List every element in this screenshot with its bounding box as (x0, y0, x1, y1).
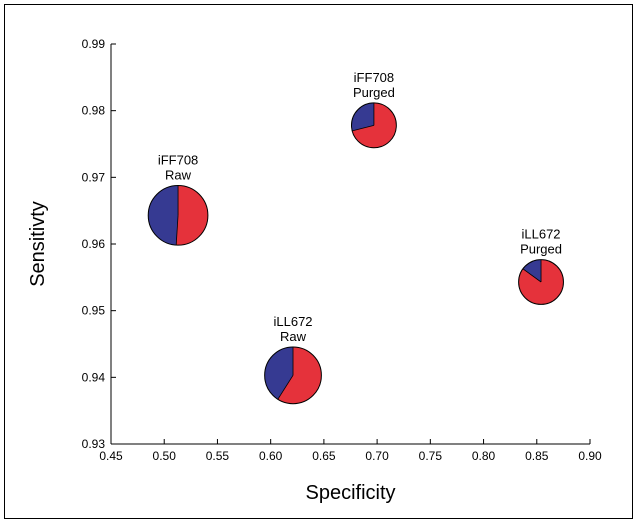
pie-markers: iFF708RawiFF708PurgediLL672RawiLL672Purg… (147, 70, 564, 405)
y-tick-label: 0.99 (82, 37, 106, 51)
x-axis-title: Specificity (305, 482, 395, 504)
point-label-name: iFF708 (354, 70, 394, 85)
x-tick-label: 0.60 (259, 449, 283, 463)
y-tick-label: 0.96 (82, 237, 106, 251)
x-tick-label: 0.65 (312, 449, 336, 463)
x-tick-label: 0.70 (365, 449, 389, 463)
chart-frame (4, 4, 633, 519)
pie-divider (522, 268, 542, 283)
point-label-variant: Purged (520, 242, 562, 257)
pie-divider (352, 124, 375, 132)
y-tick-label: 0.98 (82, 104, 106, 118)
pie-slice-blue (148, 185, 179, 246)
x-tick-label: 0.75 (419, 449, 443, 463)
pie-slice-blue (351, 102, 374, 131)
point-label-variant: Raw (165, 167, 192, 182)
pie-slice-blue (522, 259, 542, 282)
pie-divider (175, 215, 179, 246)
x-tick-label: 0.85 (525, 449, 549, 463)
pie-slice-red (176, 185, 208, 246)
x-tick-label: 0.80 (472, 449, 496, 463)
pie-outline (518, 259, 564, 305)
point-label-name: iFF708 (158, 152, 198, 167)
x-tick-label: 0.90 (578, 449, 602, 463)
pie-outline (147, 184, 209, 246)
y-tick-label: 0.97 (82, 170, 106, 184)
y-tick-label: 0.95 (82, 304, 106, 318)
pie-slice-red (277, 346, 322, 404)
x-axis-ticks: 0.45 0.50 0.55 0.60 0.65 0.70 0.75 0.80 0.85 0.90 (99, 439, 602, 463)
y-axis-title: Sensitivty (27, 201, 49, 287)
x-tick-label: 0.45 (99, 449, 123, 463)
y-axis-ticks: 0.93 0.94 0.95 0.96 0.97 0.98 0.99 (82, 37, 116, 451)
point-label-name: iLL672 (273, 314, 312, 329)
point-label-name: iLL672 (522, 227, 561, 242)
x-tick-label: 0.50 (153, 449, 177, 463)
y-tick-label: 0.94 (82, 370, 106, 384)
point-label-variant: Raw (280, 329, 307, 344)
y-tick-label: 0.93 (82, 437, 106, 451)
x-tick-label: 0.55 (206, 449, 230, 463)
pie-divider (277, 375, 294, 400)
pie-outline (350, 102, 397, 149)
point-label-variant: Purged (353, 85, 395, 100)
pie-outline (264, 346, 322, 405)
